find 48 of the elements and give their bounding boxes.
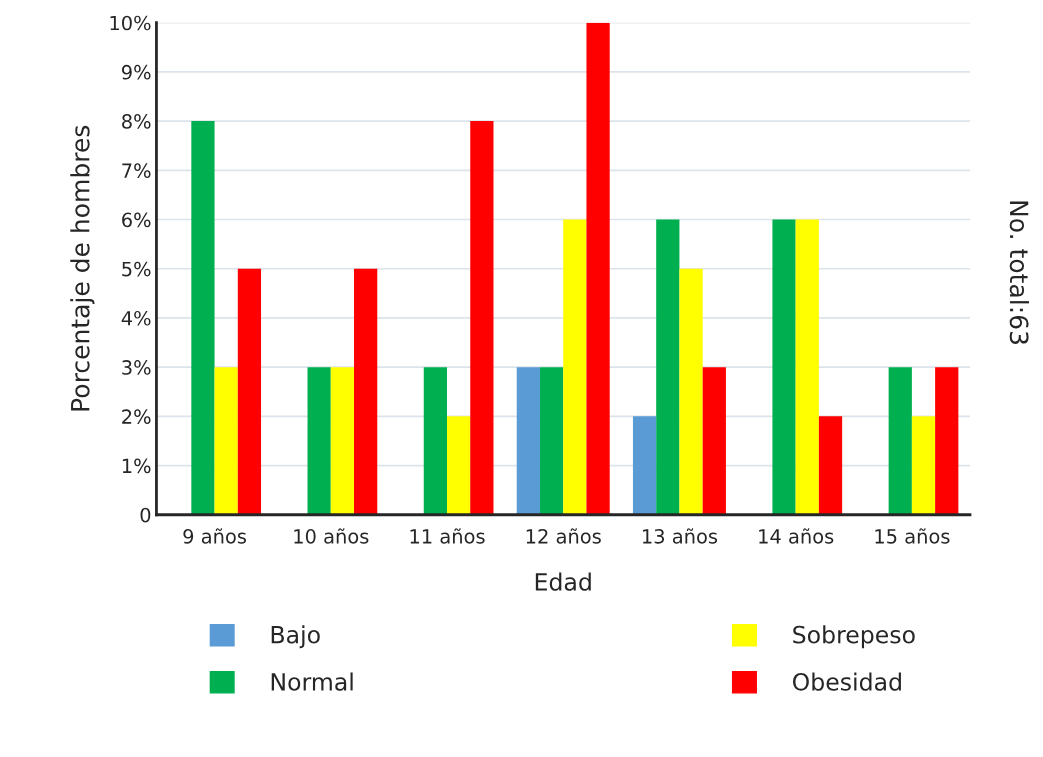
y-tick-label: 8% <box>122 114 151 129</box>
bar <box>191 121 215 515</box>
x-axis-title: Edad <box>535 572 591 591</box>
bar <box>888 367 912 515</box>
bar <box>772 219 796 515</box>
y-tick-label: 6% <box>122 212 151 228</box>
bar <box>563 219 587 515</box>
legend-label: Normal <box>271 672 353 691</box>
bar <box>470 121 494 515</box>
bar <box>330 367 355 515</box>
bar <box>795 219 819 515</box>
legend-label: Sobrepeso <box>793 625 915 649</box>
legend-label: Obesidad <box>792 672 901 691</box>
bar <box>632 416 657 515</box>
y-tick-label: 10% <box>110 15 151 31</box>
bar <box>702 367 726 515</box>
y-tick-label: 1% <box>122 458 151 474</box>
bar <box>935 367 959 515</box>
x-tick-label: 15 años <box>875 528 950 544</box>
y-axis-title: Porcentaje de hombres <box>70 125 95 411</box>
x-tick-label: 14 años <box>759 528 834 544</box>
bar <box>679 268 703 515</box>
x-tick-label: 11 años <box>410 528 485 544</box>
bar <box>237 268 262 515</box>
x-tick-label: 10 años <box>294 528 369 544</box>
x-tick-label: 13 años <box>642 528 718 544</box>
bar <box>423 367 447 515</box>
bar <box>354 268 378 515</box>
bar <box>214 367 238 515</box>
bar <box>818 416 843 515</box>
x-tick-label: 9 años <box>183 528 247 544</box>
bar <box>516 367 540 515</box>
bar <box>539 367 564 515</box>
text: No. total:63 <box>1009 201 1030 344</box>
bar <box>911 416 936 515</box>
y-tick-label: 0 <box>140 507 151 523</box>
y-tick-label: 5% <box>122 261 151 277</box>
bar <box>447 416 471 515</box>
y-tick-label: 4% <box>121 310 151 326</box>
y-tick-label: 9% <box>121 64 151 80</box>
bar <box>307 367 331 515</box>
y-tick-label: 7% <box>122 163 151 178</box>
y-tick-label: 3% <box>122 360 151 375</box>
legend-label: Bajo <box>271 625 320 649</box>
bar <box>656 219 680 515</box>
y-tick-label: 2% <box>122 409 151 425</box>
bar <box>586 22 610 515</box>
x-tick-label: 12 años <box>526 528 601 544</box>
